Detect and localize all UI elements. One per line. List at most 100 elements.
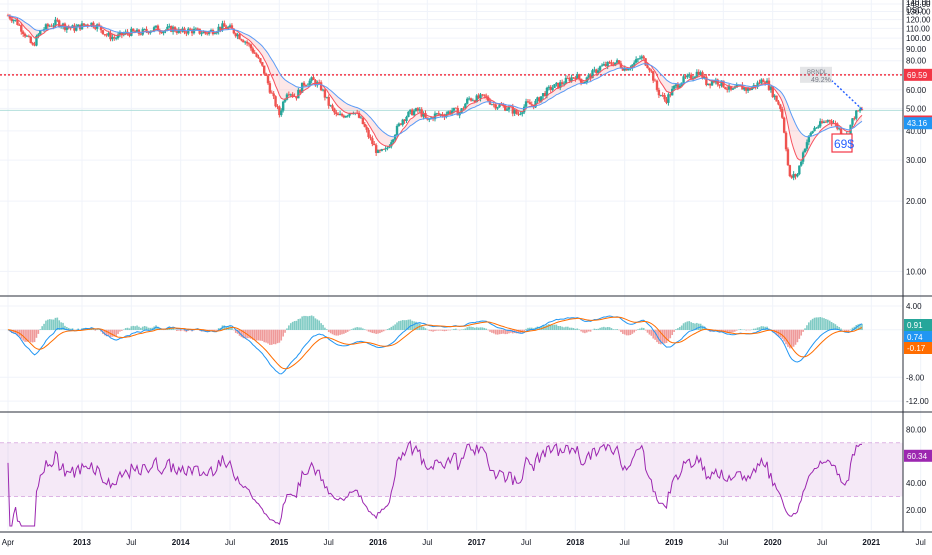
macd-histogram-bar — [45, 321, 47, 330]
macd-histogram-bar — [428, 330, 430, 331]
macd-histogram-bar — [41, 326, 43, 330]
macd-histogram-bar — [759, 327, 761, 330]
macd-histogram-bar — [580, 330, 582, 332]
macd-histogram-bar — [142, 327, 144, 330]
macd-histogram-bar — [597, 329, 599, 330]
macd-histogram-bar — [478, 328, 480, 330]
macd-histogram-bar — [446, 330, 448, 331]
candle-body — [200, 33, 202, 34]
candle-body — [335, 112, 337, 114]
macd-histogram-bar — [474, 328, 476, 330]
candle-body — [324, 90, 326, 98]
macd-histogram-bar — [117, 330, 119, 334]
macd-histogram-bar — [366, 330, 368, 331]
macd-histogram-bar — [180, 330, 182, 331]
macd-value-label: -0.17 — [907, 344, 926, 353]
candle-body — [102, 30, 104, 34]
macd-histogram-bar — [601, 327, 603, 330]
candle — [274, 95, 276, 107]
macd-histogram-bar — [36, 330, 38, 338]
candle-body — [601, 65, 603, 66]
macd-histogram-bar — [588, 330, 590, 332]
macd-histogram-bar — [802, 330, 804, 332]
macd-histogram-bar — [561, 327, 563, 330]
macd-histogram-bar — [286, 328, 288, 330]
macd-histogram-bar — [605, 327, 607, 330]
macd-histogram-bar — [127, 328, 129, 330]
candle-body — [303, 83, 305, 86]
macd-histogram-bar — [499, 330, 501, 334]
candle-body — [462, 108, 464, 109]
macd-histogram-bar — [313, 316, 315, 330]
macd-histogram-bar — [337, 330, 339, 336]
macd-histogram-bar — [687, 321, 689, 330]
candle-body — [633, 63, 635, 65]
candle-body — [789, 165, 791, 176]
candle-body — [386, 148, 388, 149]
candle-body — [30, 37, 32, 43]
macd-histogram-bar — [381, 330, 383, 332]
macd-histogram-bar — [330, 330, 332, 334]
candle-body — [553, 84, 555, 88]
macd-histogram-bar — [396, 322, 398, 330]
price-tick-label: 30.00 — [906, 156, 927, 165]
macd-histogram-bar — [677, 328, 679, 330]
macd-histogram-bar — [370, 330, 372, 333]
macd-histogram-bar — [493, 330, 495, 334]
macd-histogram-bar — [326, 329, 328, 330]
macd-histogram-bar — [132, 326, 134, 330]
macd-histogram-bar — [812, 319, 814, 330]
macd-histogram-bar — [430, 330, 432, 331]
macd-histogram-bar — [38, 330, 40, 334]
macd-histogram-bar — [28, 330, 30, 342]
candle-body — [529, 102, 531, 104]
macd-histogram-bar — [647, 330, 649, 333]
candle — [785, 131, 787, 151]
candle-body — [610, 62, 612, 64]
macd-histogram-bar — [341, 330, 343, 335]
candle-body — [272, 93, 274, 96]
candle-body — [800, 162, 802, 166]
macd-histogram-bar — [34, 330, 36, 342]
macd-histogram-bar — [284, 330, 286, 333]
macd-histogram-bar — [277, 330, 279, 343]
candle-body — [777, 102, 779, 105]
candle — [35, 35, 37, 47]
macd-histogram-bar — [614, 329, 616, 330]
x-axis-label: Jul — [620, 538, 630, 547]
candle — [787, 147, 789, 165]
macd-histogram-bar — [339, 330, 341, 335]
macd-histogram-bar — [482, 327, 484, 330]
x-axis-label: Jul — [916, 538, 926, 547]
x-axis-label: Jul — [521, 538, 531, 547]
macd-histogram-bar — [793, 330, 795, 347]
macd-histogram-bar — [53, 320, 55, 330]
macd-histogram-bar — [254, 330, 256, 340]
macd-histogram-bar — [459, 330, 461, 331]
candle-body — [39, 30, 41, 34]
candle-body — [734, 88, 736, 89]
macd-histogram-bar — [373, 330, 375, 334]
macd-histogram-bar — [470, 327, 472, 330]
macd-histogram-bar — [358, 327, 360, 330]
macd-histogram-bar — [632, 330, 634, 334]
macd-histogram-bar — [732, 330, 734, 332]
macd-histogram-bar — [298, 319, 300, 330]
macd-histogram-bar — [688, 321, 690, 330]
macd-histogram-bar — [611, 328, 613, 330]
candle — [798, 165, 800, 175]
candle-body — [282, 102, 284, 111]
x-axis-label: 2016 — [369, 538, 387, 547]
macd-histogram-bar — [613, 329, 615, 330]
candle-body — [265, 74, 267, 76]
macd-histogram-bar — [651, 330, 653, 336]
macd-histogram-bar — [434, 330, 436, 331]
macd-histogram-bar — [816, 317, 818, 330]
macd-histogram-bar — [808, 322, 810, 330]
candle-body — [369, 137, 371, 138]
macd-histogram-bar — [288, 325, 290, 330]
macd-histogram-bar — [692, 323, 694, 330]
macd-histogram-bar — [523, 330, 525, 331]
macd-histogram-bar — [558, 326, 560, 330]
